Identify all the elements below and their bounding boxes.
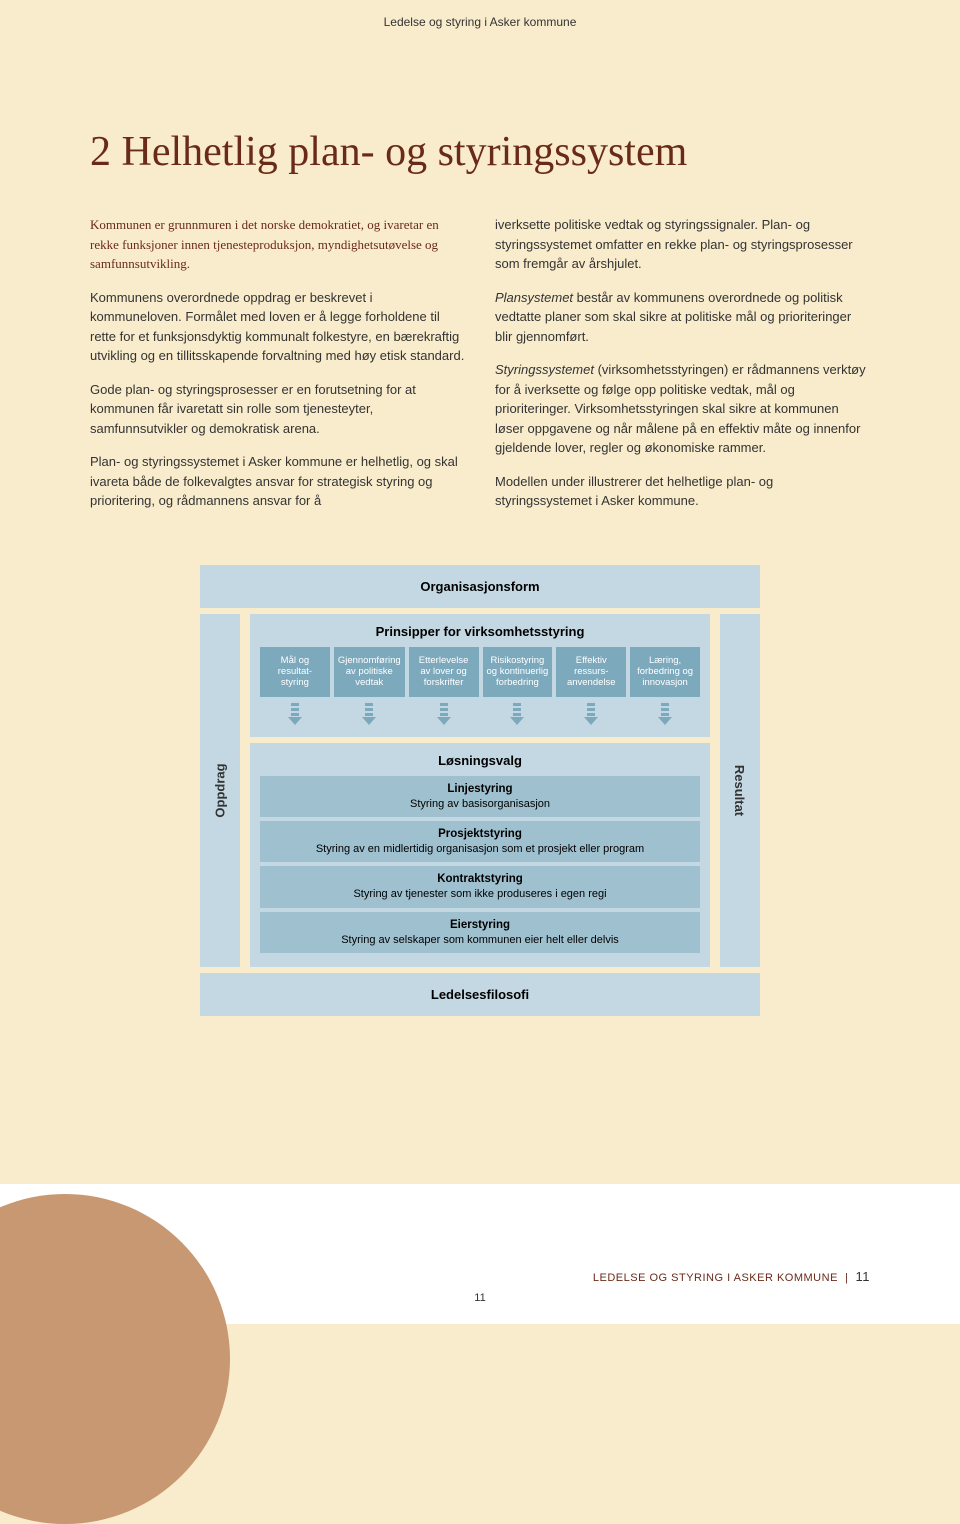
chip: Læring, forbedring og innovasjon	[630, 647, 700, 697]
em-plansystemet: Plansystemet	[495, 290, 573, 305]
row-desc: Styring av basisorganisasjon	[410, 798, 550, 810]
arrow-down-icon	[658, 717, 672, 725]
chip: Etterlevelse av lover og forskrifter	[409, 647, 479, 697]
arrow-down-icon	[362, 717, 376, 725]
chip: Mål og resultat-styring	[260, 647, 330, 697]
row-title: Kontraktstyring	[437, 873, 523, 885]
solution-row: Prosjektstyring Styring av en midlertidig…	[260, 821, 700, 862]
principles-title: Prinsipper for virksomhetsstyring	[260, 624, 700, 639]
side-label-left: Oppdrag	[200, 614, 240, 967]
arrow-down-icon	[510, 717, 524, 725]
paragraph: Styringssystemet (virksomhetsstyringen) …	[495, 360, 870, 458]
page-header: Ledelse og styring i Asker kommune	[0, 0, 960, 29]
row-desc: Styring av selskaper som kommunen eier h…	[341, 934, 619, 946]
paragraph: Plan- og styringssystemet i Asker kommun…	[90, 452, 465, 511]
row-title: Prosjektstyring	[438, 828, 522, 840]
row-desc: Styring av en midlertidig organisasjon s…	[316, 843, 644, 855]
page-title: 2 Helhetlig plan- og styringssystem	[90, 129, 870, 175]
footer-label: LEDELSE OG STYRING I ASKER KOMMUNE	[593, 1272, 838, 1284]
row-desc: Styring av tjenester som ikke produseres…	[353, 888, 606, 900]
paragraph: iverksette politiske vedtak og styringss…	[495, 215, 870, 274]
row-title: Linjestyring	[447, 783, 512, 795]
paragraph: Modellen under illustrerer det helhetlig…	[495, 472, 870, 511]
chips-row: Mål og resultat-styring Gjennomføring av…	[260, 647, 700, 697]
chip-label: Effektiv ressurs-anvendelse	[567, 655, 616, 689]
paragraph: Gode plan- og styringsprosesser er en fo…	[90, 380, 465, 439]
chip: Risikostyring og kontinuerlig forbedring	[483, 647, 553, 697]
row-title: Eierstyring	[450, 919, 510, 931]
left-column: Kommunen er grunnmuren i det norske demo…	[90, 215, 465, 525]
text-columns: Kommunen er grunnmuren i det norske demo…	[90, 215, 870, 525]
paragraph: Plansystemet består av kommunens overord…	[495, 288, 870, 347]
diagram: Organisasjonsform Oppdrag Resultat Prins…	[150, 565, 810, 1016]
diagram-center: Organisasjonsform Oppdrag Resultat Prins…	[200, 565, 760, 1016]
solution-row: Kontraktstyring Styring av tjenester som …	[260, 866, 700, 907]
footer-right: LEDELSE OG STYRING I ASKER KOMMUNE | 11	[593, 1269, 870, 1284]
solutions-title: Løsningsvalg	[260, 753, 700, 768]
decorative-circle	[0, 1194, 230, 1524]
chip: Effektiv ressurs-anvendelse	[556, 647, 626, 697]
em-styringssystemet: Styringssystemet	[495, 362, 594, 377]
bottom-band: Ledelsesfilosofi	[200, 973, 760, 1016]
paragraph: Kommunens overordnede oppdrag er beskrev…	[90, 288, 465, 366]
principles-box: Prinsipper for virksomhetsstyring Mål og…	[250, 614, 710, 737]
side-label-right-text: Resultat	[733, 765, 748, 816]
solutions-box: Løsningsvalg Linjestyring Styring av basi…	[250, 743, 710, 967]
arrow-down-icon	[584, 717, 598, 725]
top-band: Organisasjonsform	[200, 565, 760, 608]
chip-label: Risikostyring og kontinuerlig forbedring	[487, 655, 549, 689]
side-label-right: Resultat	[720, 614, 760, 967]
solution-row: Linjestyring Styring av basisorganisasjon	[260, 776, 700, 817]
chip-label: Mål og resultat-styring	[278, 655, 312, 689]
arrow-down-icon	[288, 717, 302, 725]
diagram-inner: Prinsipper for virksomhetsstyring Mål og…	[250, 614, 710, 967]
chip-label: Gjennomføring av politiske vedtak	[338, 655, 401, 689]
footer-center-page: 11	[474, 1292, 485, 1304]
solution-row: Eierstyring Styring av selskaper som komm…	[260, 912, 700, 953]
chip-label: Læring, forbedring og innovasjon	[637, 655, 693, 689]
main-content: 2 Helhetlig plan- og styringssystem Komm…	[0, 29, 960, 1016]
page-number: 11	[856, 1269, 871, 1284]
chip-label: Etterlevelse av lover og forskrifter	[419, 655, 469, 689]
diagram-middle-group: Oppdrag Resultat Prinsipper for virksomh…	[200, 614, 760, 967]
right-column: iverksette politiske vedtak og styringss…	[495, 215, 870, 525]
arrow-down-icon	[437, 717, 451, 725]
side-label-left-text: Oppdrag	[213, 763, 228, 817]
intro-text: Kommunen er grunnmuren i det norske demo…	[90, 215, 465, 274]
footer-area: LEDELSE OG STYRING I ASKER KOMMUNE | 11 …	[0, 1184, 960, 1324]
chip: Gjennomføring av politiske vedtak	[334, 647, 405, 697]
